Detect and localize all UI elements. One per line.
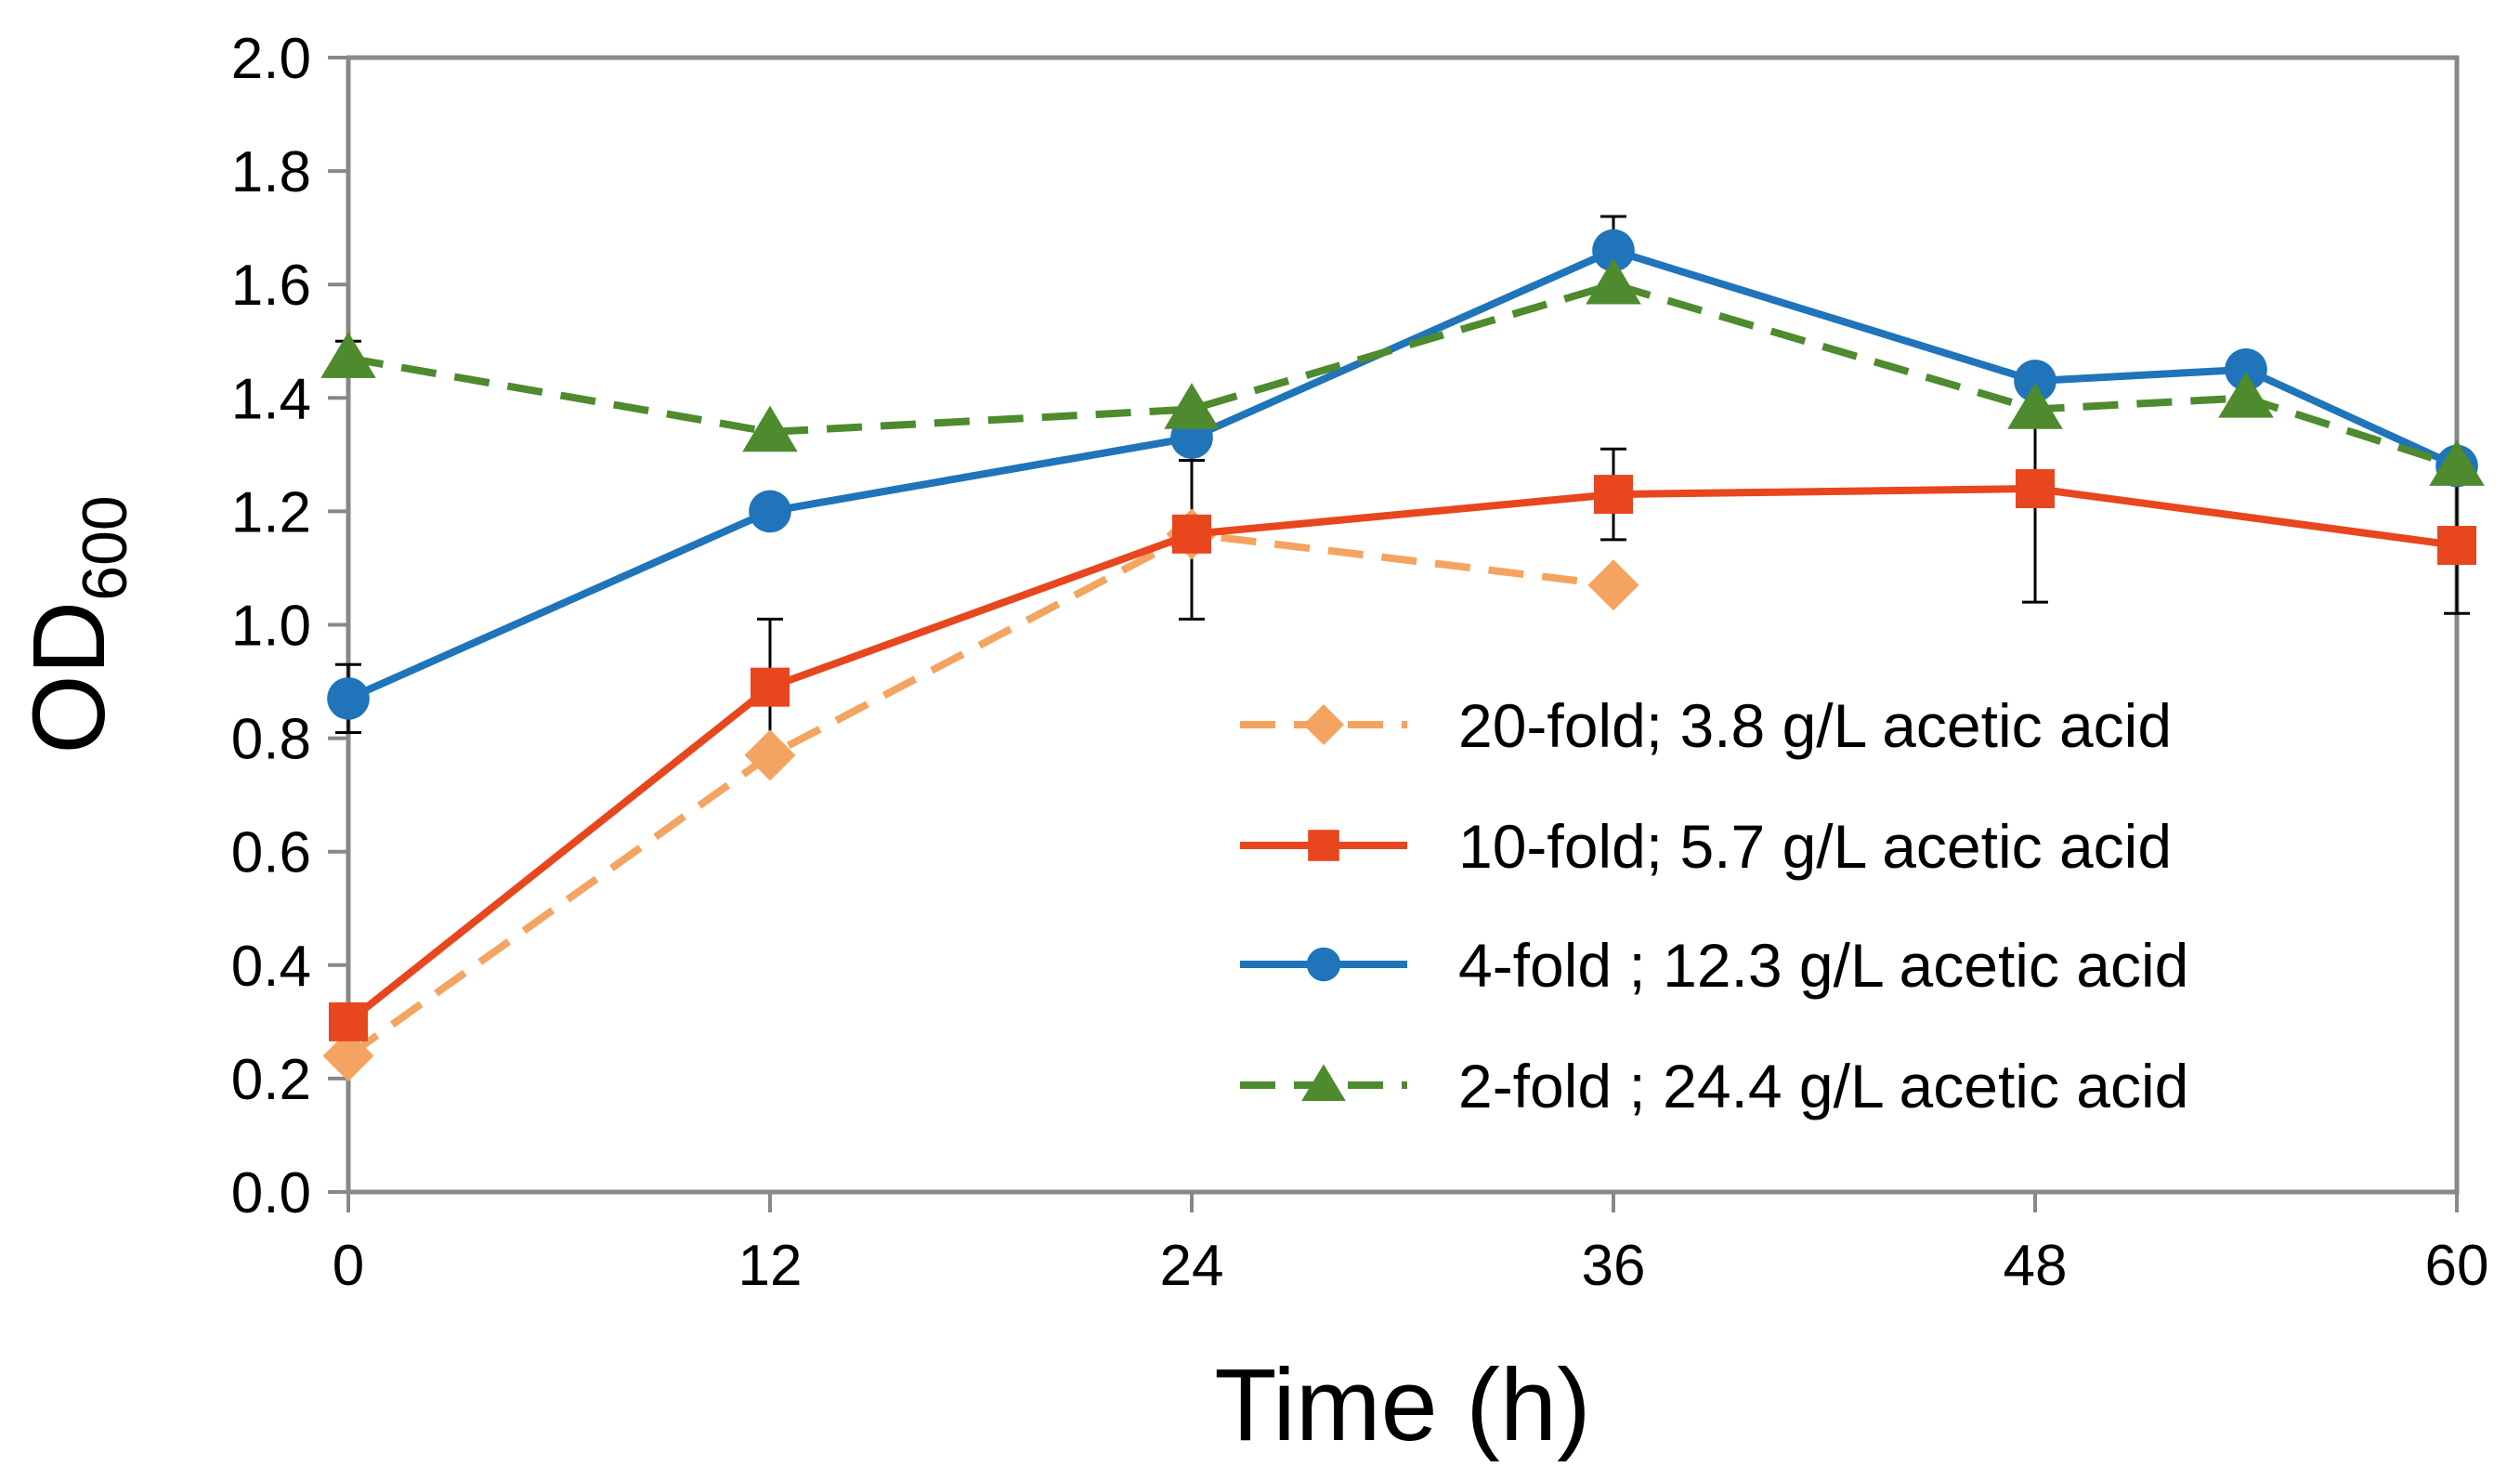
legend: 20-fold; 3.8 g/L acetic acid 10-fold; 5.7…	[1240, 691, 2188, 1120]
legend-label: 4-fold ; 12.3 g/L acetic acid	[1458, 931, 2188, 1000]
y-tick-label: 0.8	[231, 708, 311, 772]
x-tick-label: 36	[1582, 1234, 1646, 1298]
series-line	[346, 484, 2458, 1025]
legend-label: 2-fold ; 24.4 g/L acetic acid	[1458, 1052, 2188, 1120]
error-bars	[335, 215, 2470, 757]
series-line	[346, 246, 2459, 702]
legend-label: 20-fold; 3.8 g/L acetic acid	[1458, 691, 2172, 760]
series-line	[346, 530, 1614, 1059]
data-point	[2218, 371, 2274, 418]
data-point	[2429, 439, 2485, 486]
legend-item: 10-fold; 5.7 g/L acetic acid	[1240, 812, 2172, 881]
data-point	[322, 1029, 374, 1081]
series-layer	[320, 229, 2485, 1081]
x-tick-label: 48	[2004, 1234, 2068, 1298]
series-0	[322, 508, 1639, 1081]
y-tick-label: 0.2	[231, 1048, 311, 1112]
y-tick-label: 0.4	[231, 935, 311, 999]
series-2	[327, 229, 2478, 720]
data-point	[1587, 559, 1639, 611]
series-1	[329, 468, 2476, 1041]
data-point	[1172, 514, 1211, 554]
y-tick-label: 1.0	[231, 595, 311, 659]
legend-label: 10-fold; 5.7 g/L acetic acid	[1458, 812, 2172, 881]
legend-item: 4-fold ; 12.3 g/L acetic acid	[1240, 931, 2188, 1000]
x-tick-label: 24	[1160, 1234, 1224, 1298]
data-point	[329, 1002, 368, 1041]
data-point	[2014, 360, 2056, 402]
data-point	[1586, 257, 1641, 305]
x-axis-title: Time (h)	[1214, 1348, 1590, 1462]
legend-marker	[1306, 947, 1341, 982]
data-point	[749, 490, 791, 533]
y-axis-title-main: OD	[12, 601, 126, 754]
series-3	[320, 257, 2485, 486]
x-tick-label: 0	[333, 1234, 364, 1298]
data-point	[2007, 383, 2063, 429]
y-tick-label: 1.2	[231, 480, 311, 544]
legend-marker	[1308, 830, 1339, 861]
data-point	[1164, 383, 1220, 429]
data-point	[320, 332, 376, 378]
y-tick-label: 1.8	[231, 140, 311, 204]
y-axis-title-subscript: 600	[70, 495, 140, 600]
y-axis: 0.0 0.2 0.4 0.6 0.8 1.0 1.2 1.4 1.6 1.8 2.0	[231, 27, 348, 1225]
y-tick-label: 2.0	[231, 27, 311, 91]
data-point	[1594, 475, 1633, 515]
y-axis-title: OD600	[12, 495, 140, 753]
data-point	[2225, 347, 2267, 391]
y-tick-label: 1.6	[231, 254, 311, 318]
data-point	[742, 405, 798, 452]
legend-marker	[1303, 704, 1344, 745]
data-point	[744, 729, 796, 781]
x-tick-label: 12	[738, 1234, 803, 1298]
x-tick-label: 60	[2425, 1234, 2489, 1298]
legend-marker	[1301, 1064, 1346, 1102]
y-tick-label: 0.0	[231, 1161, 311, 1225]
data-point	[1592, 229, 1635, 272]
y-tick-label: 0.6	[231, 821, 311, 885]
legend-item: 2-fold ; 24.4 g/L acetic acid	[1240, 1052, 2188, 1120]
x-axis: 0 12 24 36 48 60	[333, 1192, 2489, 1298]
data-point	[327, 677, 370, 720]
legend-item: 20-fold; 3.8 g/L acetic acid	[1240, 691, 2172, 760]
data-point	[2437, 526, 2476, 566]
y-tick-label: 1.4	[231, 367, 311, 431]
plot-frame	[346, 55, 2460, 1195]
data-point	[2016, 468, 2055, 508]
data-point	[751, 667, 790, 707]
